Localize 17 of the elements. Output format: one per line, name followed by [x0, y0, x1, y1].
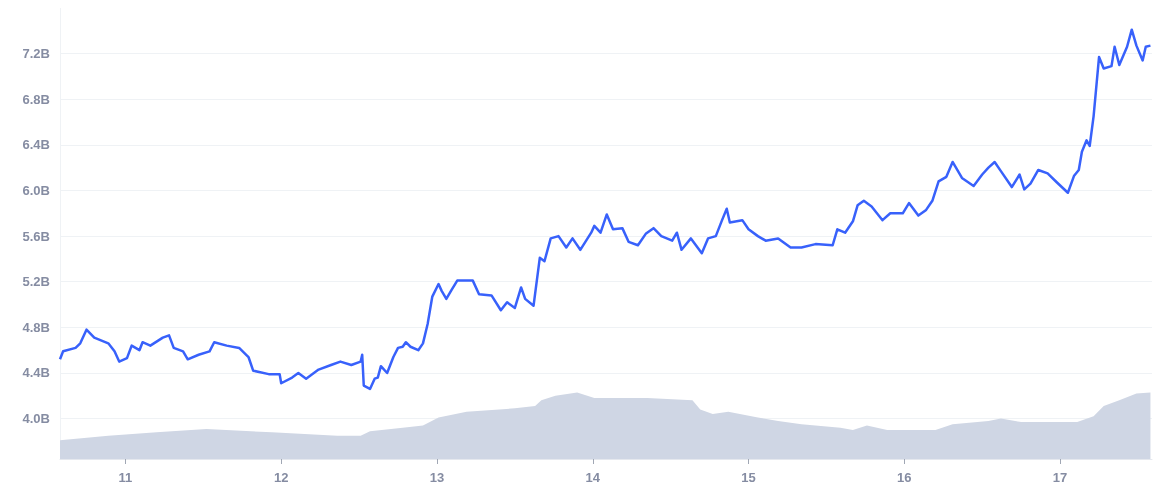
y-tick-label: 4.4B: [22, 365, 50, 381]
x-tick-label: 17: [1052, 470, 1068, 485]
y-tick-label: 5.2B: [22, 274, 50, 290]
y-tick-label: 6.0B: [22, 183, 50, 198]
x-tick-label: 11: [118, 470, 133, 485]
x-tick-label: 15: [741, 470, 756, 485]
y-tick-label: 6.4B: [22, 137, 50, 153]
y-tick-label: 5.6B: [22, 228, 50, 244]
y-tick-label: 6.8B: [22, 91, 50, 107]
y-tick-label: 4.8B: [22, 319, 50, 335]
line-series: [58, 28, 1152, 391]
x-tick-label: 14: [585, 470, 601, 485]
x-tick-label: 16: [897, 470, 912, 485]
x-tick-label: 13: [429, 470, 445, 485]
y-tick-label: 7.2B: [22, 46, 50, 62]
x-tick-label: 12: [273, 470, 289, 485]
y-tick-label: 4.0B: [22, 411, 50, 427]
